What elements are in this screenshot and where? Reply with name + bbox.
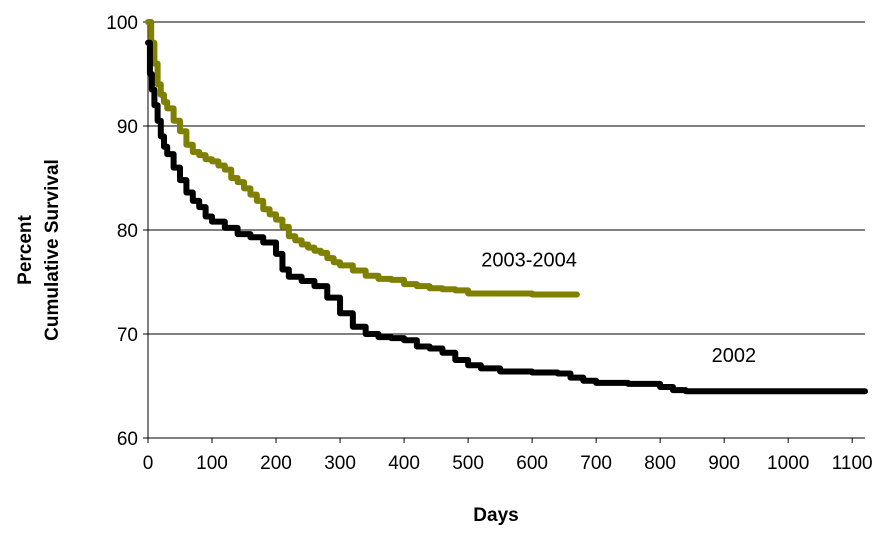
x-tick-label: 500 [452,453,484,474]
series-lines [145,19,868,395]
series-line-2003-2004 [145,19,580,298]
x-tick-label: 1000 [767,453,809,474]
x-tick-labels: 0 100 200 300 400 500 600 700 800 900 1000 1100 [143,453,873,474]
x-tick-label: 400 [388,453,420,474]
x-tick-label: 1100 [832,453,873,474]
x-tick-label: 700 [580,453,612,474]
y-axis-title-line2: Cumulative Survival [42,159,63,341]
y-tick-label: 60 [117,429,138,450]
x-tick-label: 300 [324,453,356,474]
y-tick-label: 80 [117,221,138,242]
x-tick-label: 600 [516,453,548,474]
x-axis-title: Days [473,505,518,526]
axes [143,21,865,443]
x-tick-label: 200 [260,453,292,474]
series-annotations: 2003-2004 2002 [481,249,756,367]
y-tick-label: 70 [117,325,138,346]
y-tick-label: 100 [106,13,138,34]
x-tick-label: 800 [644,453,676,474]
series-line-2002 [145,39,868,395]
y-axis-title-line1: Percent [15,214,36,284]
series-label: 2002 [712,345,757,367]
gridlines [148,21,865,335]
x-tick-label: 0 [143,453,154,474]
series-label: 2003-2004 [481,249,577,271]
x-tick-label: 100 [196,453,228,474]
y-tick-labels: 60 70 80 90 100 [106,13,138,450]
x-tick-label: 900 [708,453,740,474]
y-tick-label: 90 [117,117,138,138]
